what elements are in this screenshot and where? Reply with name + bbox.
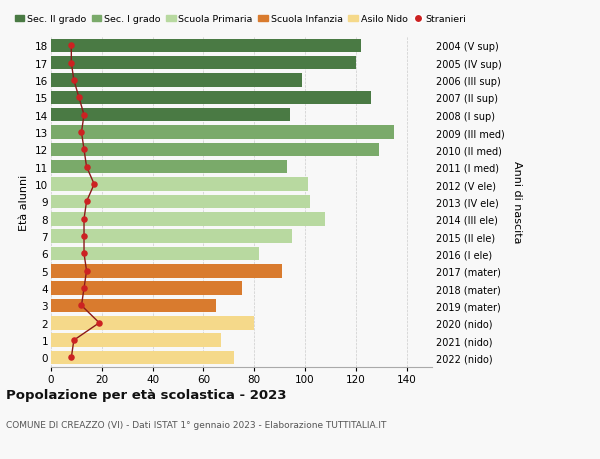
Text: Popolazione per età scolastica - 2023: Popolazione per età scolastica - 2023 <box>6 388 287 401</box>
Point <box>79 250 89 257</box>
Point <box>77 129 86 136</box>
Point <box>77 302 86 309</box>
Point <box>67 43 76 50</box>
Bar <box>51 91 371 105</box>
Bar <box>51 316 254 330</box>
Bar <box>51 351 234 364</box>
Point <box>94 319 104 327</box>
Legend: Sec. II grado, Sec. I grado, Scuola Primaria, Scuola Infanzia, Asilo Nido, Stran: Sec. II grado, Sec. I grado, Scuola Prim… <box>11 11 470 28</box>
Point <box>89 181 99 188</box>
Point <box>79 285 89 292</box>
Bar <box>51 74 302 88</box>
Point <box>82 164 91 171</box>
Text: COMUNE DI CREAZZO (VI) - Dati ISTAT 1° gennaio 2023 - Elaborazione TUTTITALIA.IT: COMUNE DI CREAZZO (VI) - Dati ISTAT 1° g… <box>6 420 386 429</box>
Point <box>69 337 79 344</box>
Point <box>67 354 76 361</box>
Point <box>74 95 84 102</box>
Point <box>82 198 91 206</box>
Y-axis label: Età alunni: Età alunni <box>19 174 29 230</box>
Y-axis label: Anni di nascita: Anni di nascita <box>512 161 521 243</box>
Bar <box>51 195 310 209</box>
Bar <box>51 109 290 122</box>
Bar <box>51 334 221 347</box>
Bar <box>51 299 216 313</box>
Point <box>82 268 91 275</box>
Point <box>67 60 76 67</box>
Bar <box>51 143 379 157</box>
Point <box>79 233 89 240</box>
Point <box>79 146 89 154</box>
Bar <box>51 230 292 243</box>
Bar <box>51 39 361 53</box>
Bar <box>51 57 356 70</box>
Bar <box>51 282 241 295</box>
Bar <box>51 126 394 140</box>
Bar <box>51 213 325 226</box>
Bar <box>51 178 308 191</box>
Bar <box>51 247 259 261</box>
Point <box>79 112 89 119</box>
Bar <box>51 161 287 174</box>
Point <box>69 77 79 84</box>
Bar <box>51 264 282 278</box>
Point <box>79 216 89 223</box>
